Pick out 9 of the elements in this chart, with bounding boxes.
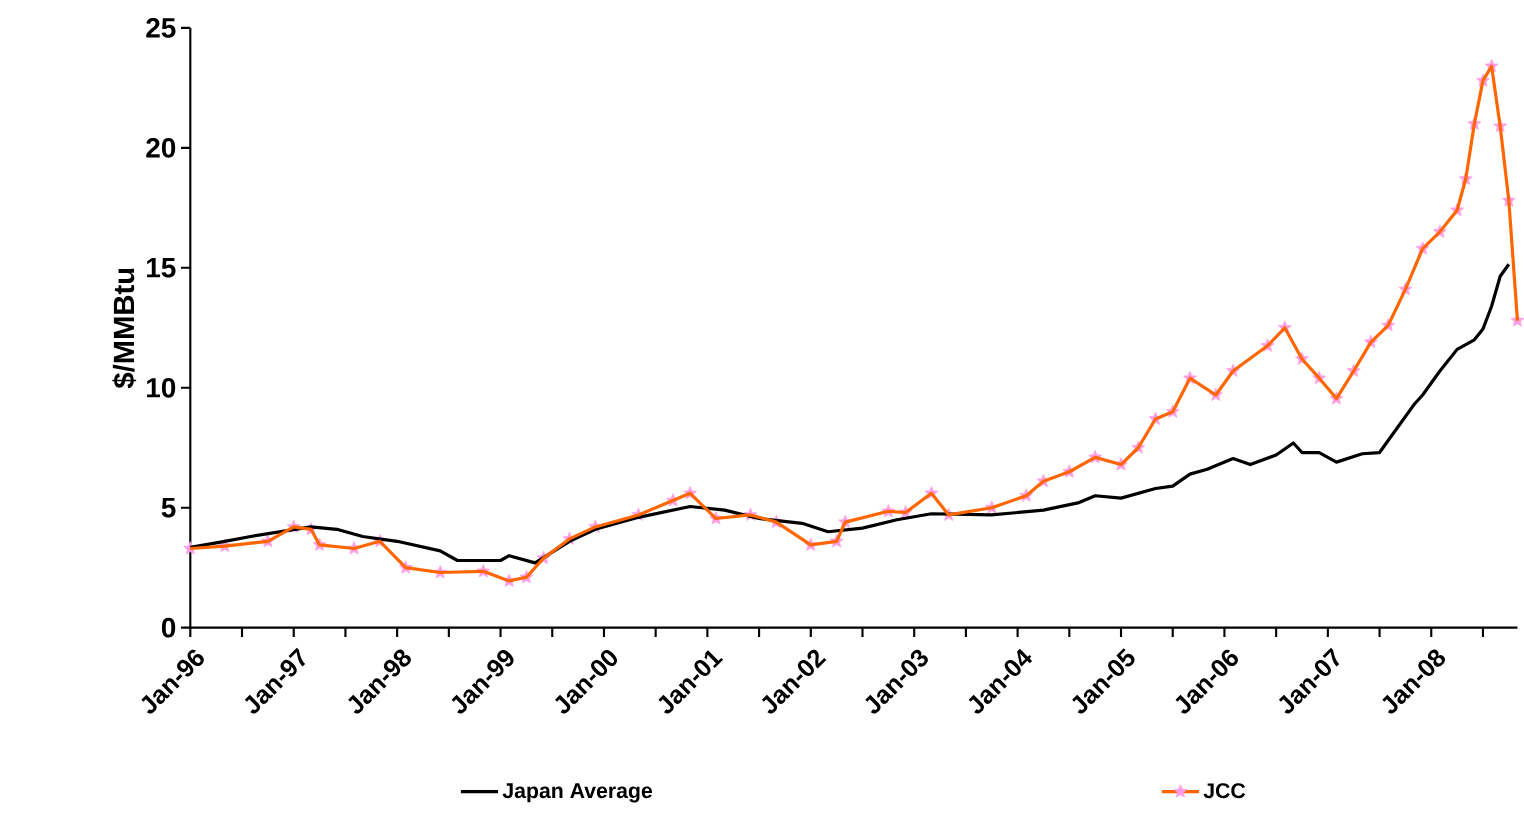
y-tick-label: 15 <box>147 258 176 278</box>
y-tick-label: 0 <box>161 617 176 638</box>
y-tick-label: 20 <box>146 137 176 158</box>
legend-label: Japan Average <box>502 783 653 803</box>
y-tick-label: 5 <box>161 498 176 518</box>
legend-label: JCC <box>1203 783 1246 799</box>
y-axis-title: $/MMBtu <box>112 268 137 389</box>
y-tick-label: 25 <box>146 18 176 38</box>
y-tick-label: 10 <box>147 377 176 398</box>
